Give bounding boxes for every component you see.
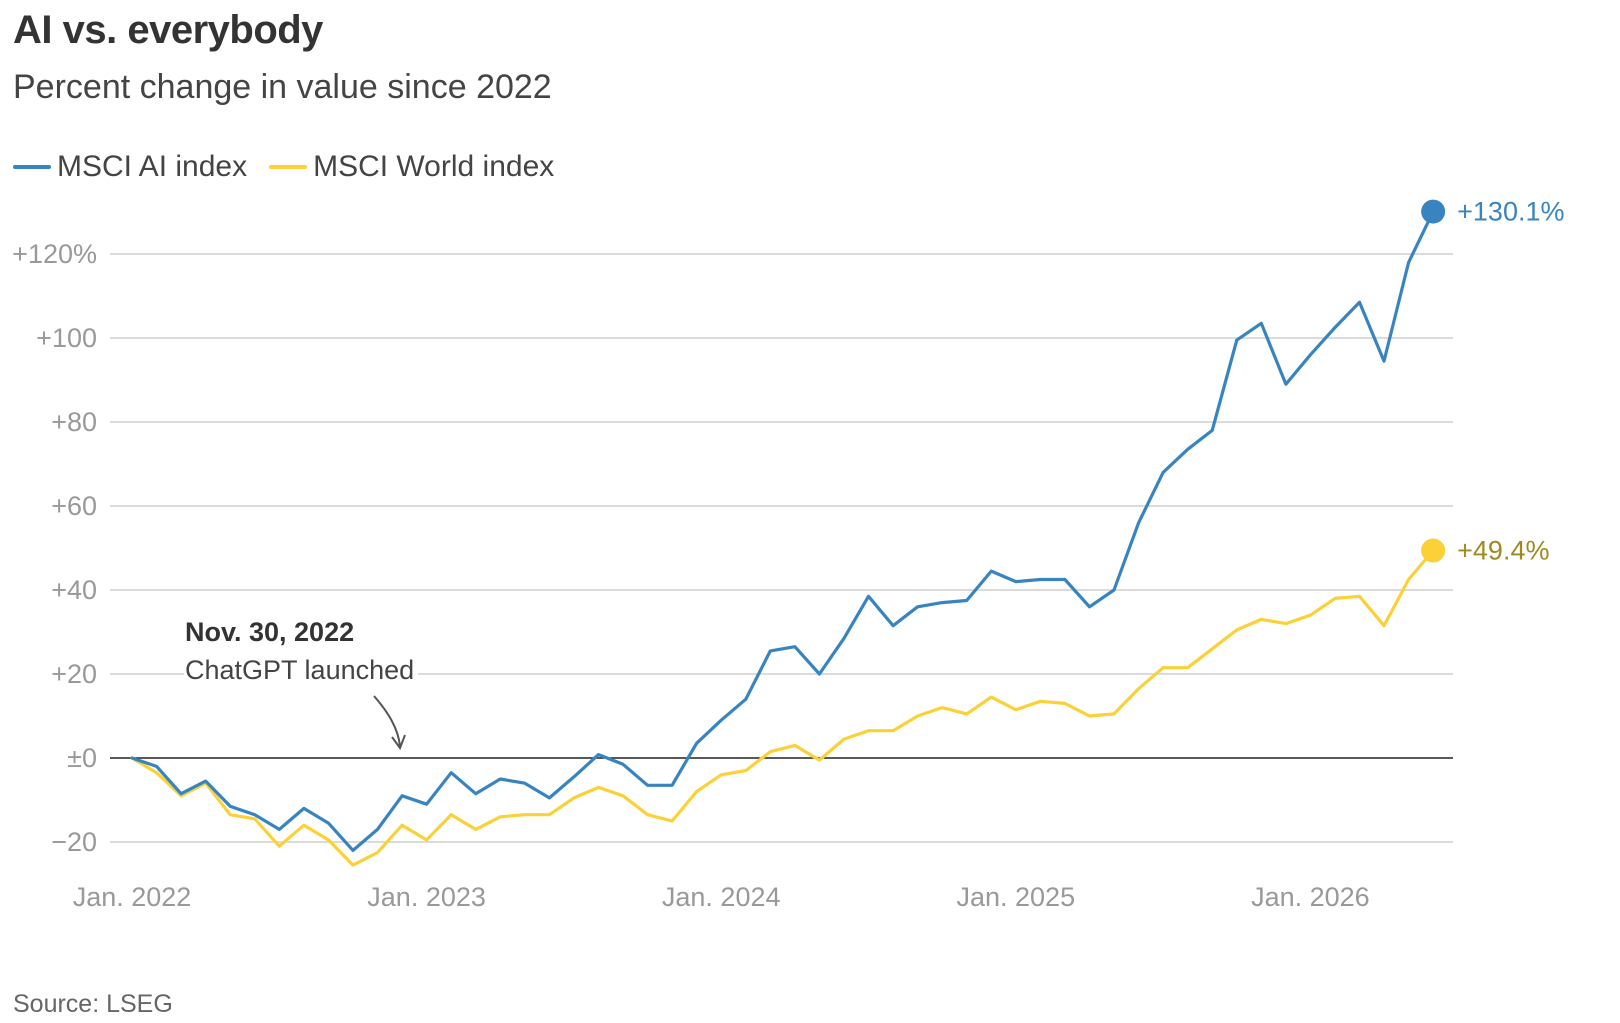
legend-label-world: MSCI World index xyxy=(313,150,555,183)
x-tick-label: Jan. 2026 xyxy=(1251,882,1370,912)
y-tick-label: +60 xyxy=(51,491,97,521)
annotation-date: Nov. 30, 2022 xyxy=(185,617,354,647)
chart-subtitle: Percent change in value since 2022 xyxy=(13,68,552,106)
legend-item-ai: MSCI AI index xyxy=(13,150,247,184)
legend-swatch-world xyxy=(269,165,308,169)
legend-swatch-ai xyxy=(13,165,51,169)
y-tick-label: +120% xyxy=(12,239,97,269)
end-label-world: +49.4% xyxy=(1457,536,1549,566)
chart-source: Source: LSEG xyxy=(13,990,173,1018)
end-point-ai xyxy=(1421,199,1446,224)
series-line-ai xyxy=(130,210,1435,853)
legend: MSCI AI index MSCI World index xyxy=(13,150,576,184)
y-tick-label: +40 xyxy=(51,575,97,605)
y-tick-label: +80 xyxy=(51,407,97,437)
annotation-arrow-line xyxy=(373,695,401,747)
annotation-arrow-head xyxy=(391,734,406,751)
y-tick-label: ±0 xyxy=(67,743,97,773)
legend-label-ai: MSCI AI index xyxy=(57,150,248,183)
annotation-text: ChatGPT launched xyxy=(185,655,414,685)
annotation-layer: Nov. 30, 2022 ChatGPT launched xyxy=(184,617,418,751)
axis-layer: −20 ±0 +20 +40 +60 +80 +100 +120% Jan. 2022 Jan. … xyxy=(12,239,1370,912)
label-layer: +49.4% +130.1% xyxy=(1457,197,1564,566)
legend-item-world: MSCI World index xyxy=(269,150,554,184)
series-layer xyxy=(130,199,1446,867)
end-point-world xyxy=(1421,538,1446,563)
x-tick-label: Jan. 2022 xyxy=(73,882,192,912)
series-line-world xyxy=(130,548,1435,867)
x-tick-label: Jan. 2023 xyxy=(367,882,486,912)
x-tick-label: Jan. 2024 xyxy=(662,882,781,912)
x-tick-label: Jan. 2025 xyxy=(956,882,1075,912)
chart-title: AI vs. everybody xyxy=(13,8,323,52)
grid-layer xyxy=(110,253,1453,843)
annotation-background xyxy=(184,655,418,685)
y-tick-label: −20 xyxy=(51,827,97,857)
end-label-ai: +130.1% xyxy=(1457,197,1564,227)
y-tick-label: +100 xyxy=(36,323,97,353)
y-tick-label: +20 xyxy=(51,659,97,689)
